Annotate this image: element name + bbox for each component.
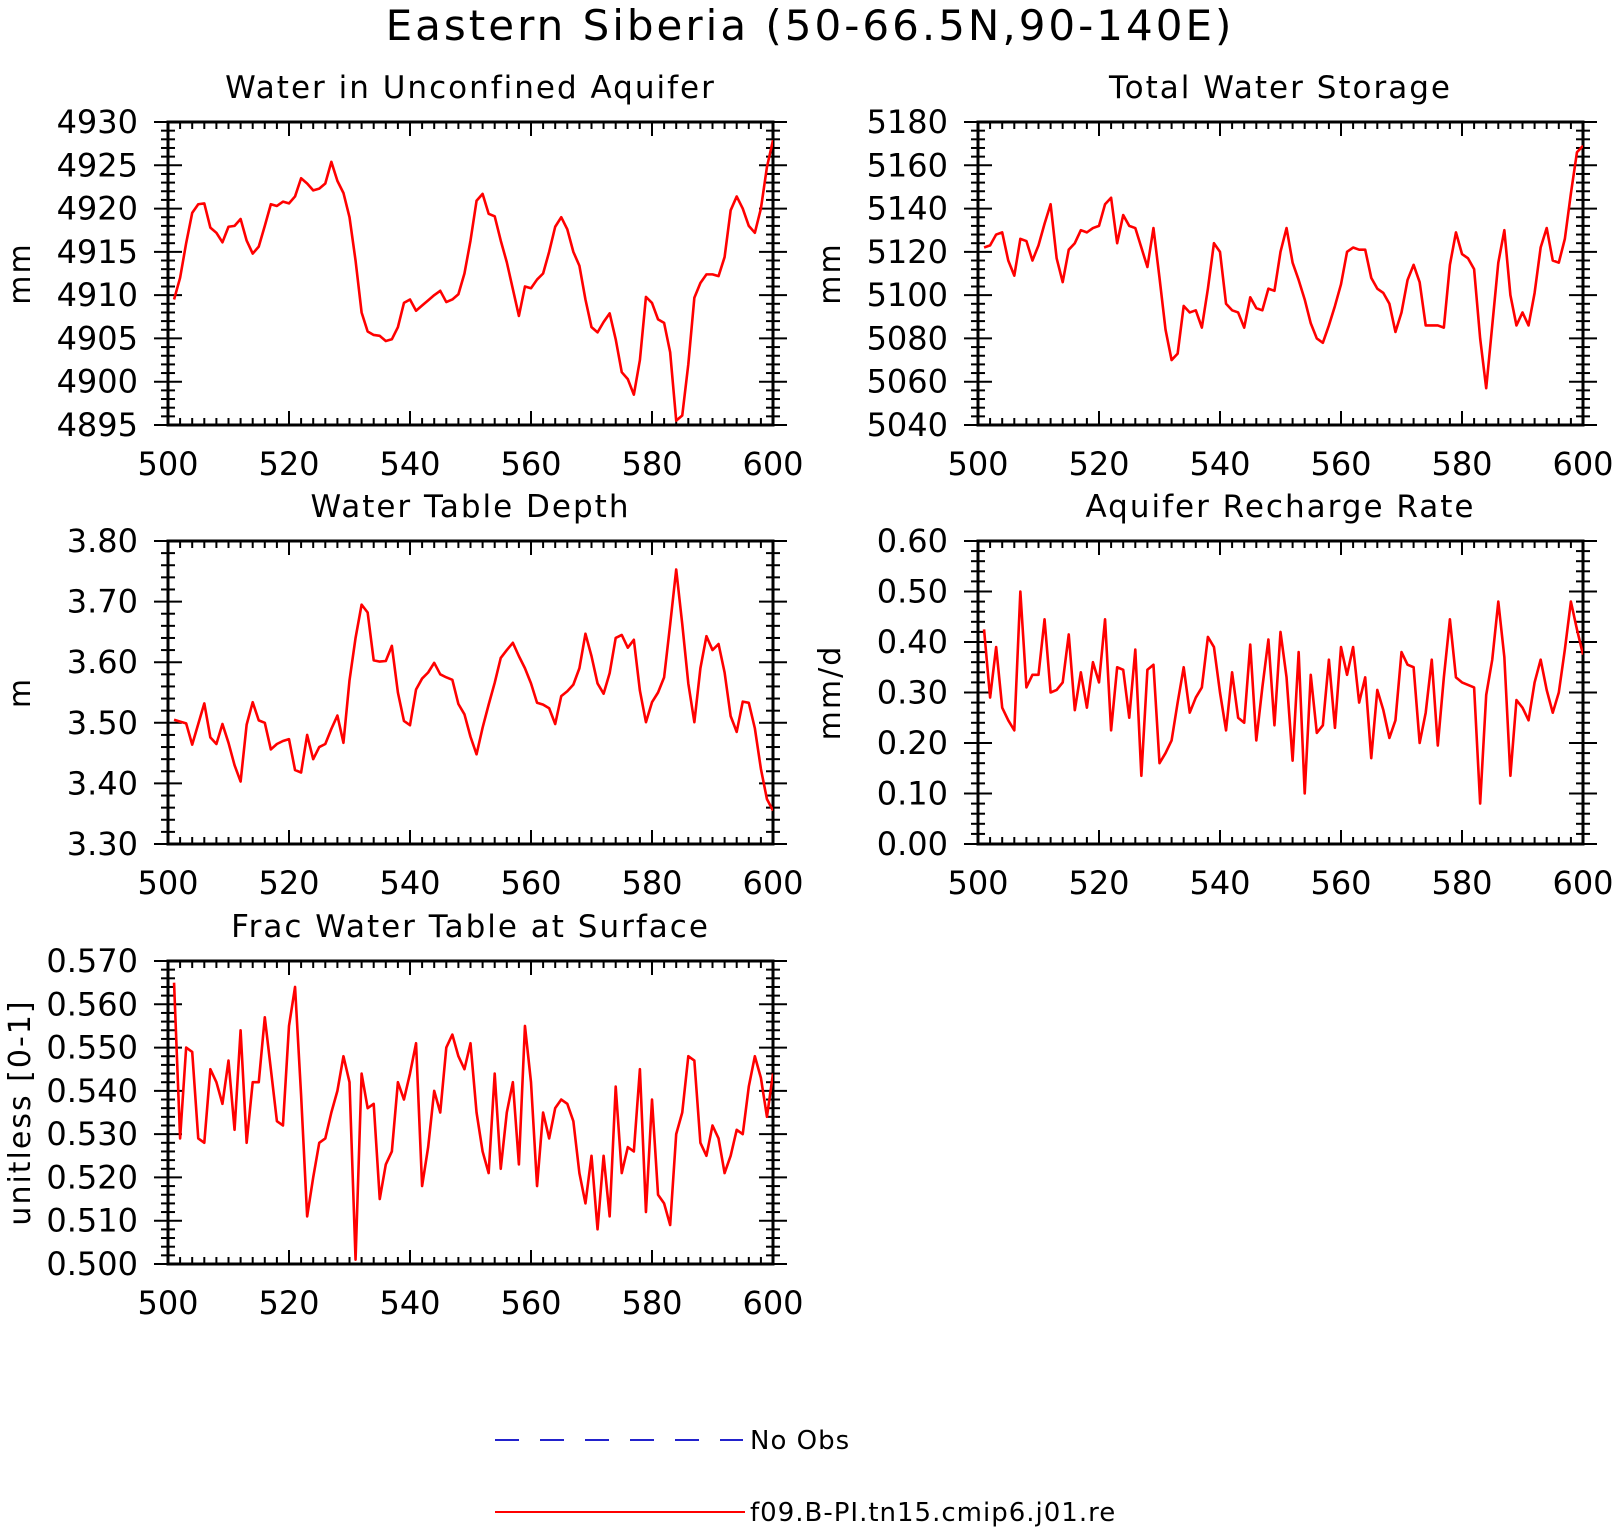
chart-panel: 500 520 540 560 580 600 4895 4900 4905 4910 4915 49… xyxy=(3,70,804,483)
y-tick-label: 5040 xyxy=(867,406,948,444)
x-tick-label: 540 xyxy=(1189,445,1250,483)
series-line xyxy=(172,982,773,1261)
y-tick-label: 4925 xyxy=(57,146,138,184)
y-axis-label: m xyxy=(3,677,38,708)
y-axis-label: mm xyxy=(3,242,38,304)
y-tick-label: 3.30 xyxy=(67,825,138,863)
y-tick-label: 5060 xyxy=(867,363,948,401)
y-tick-label: 0.40 xyxy=(877,623,948,661)
x-tick-label: 580 xyxy=(1431,445,1492,483)
panel-title: Frac Water Table at Surface xyxy=(231,909,710,945)
y-axis-label: mm/d xyxy=(813,645,848,741)
plot-frame xyxy=(976,539,1585,846)
y-tick-label: 3.70 xyxy=(67,583,138,621)
series-line xyxy=(983,144,1583,390)
x-tick-label: 500 xyxy=(947,864,1008,902)
x-tick-label: 580 xyxy=(621,864,682,902)
plot-frame xyxy=(166,539,775,846)
y-tick-label: 3.60 xyxy=(67,643,138,681)
y-tick-label: 0.560 xyxy=(46,985,138,1023)
plot-frame xyxy=(976,120,1585,427)
panel-title: Water in Unconfined Aquifer xyxy=(225,70,716,106)
y-tick-label: 0.510 xyxy=(46,1202,138,1240)
series-line xyxy=(173,568,773,812)
y-tick-label: 4905 xyxy=(57,319,138,357)
y-tick-label: 0.00 xyxy=(877,825,948,863)
x-tick-label: 560 xyxy=(500,445,561,483)
x-tick-label: 600 xyxy=(1552,864,1613,902)
y-tick-label: 0.30 xyxy=(877,674,948,712)
x-tick-label: 560 xyxy=(1310,864,1371,902)
y-tick-label: 0.10 xyxy=(877,775,948,813)
panel-title: Water Table Depth xyxy=(311,489,631,525)
y-tick-label: 5180 xyxy=(867,103,948,141)
x-tick-label: 580 xyxy=(621,445,682,483)
x-tick-label: 520 xyxy=(1068,864,1129,902)
panels: 500 520 540 560 580 600 4895 4900 4905 4910 4915 49… xyxy=(3,70,1613,1322)
x-tick-label: 520 xyxy=(1068,445,1129,483)
x-tick-label: 500 xyxy=(947,445,1008,483)
y-tick-label: 0.530 xyxy=(46,1115,138,1153)
series-line xyxy=(982,590,1583,805)
panel-title: Total Water Storage xyxy=(1108,70,1452,106)
x-tick-label: 520 xyxy=(258,864,319,902)
y-tick-label: 4930 xyxy=(57,103,138,141)
legend-label-model: f09.B-PI.tn15.cmip6.j01.re xyxy=(750,1498,1116,1527)
x-tick-label: 600 xyxy=(1552,445,1613,483)
x-tick-label: 560 xyxy=(500,864,561,902)
y-tick-label: 4910 xyxy=(57,276,138,314)
x-tick-label: 600 xyxy=(742,445,803,483)
y-tick-label: 0.60 xyxy=(877,522,948,560)
y-tick-label: 0.570 xyxy=(46,942,138,980)
series-line xyxy=(172,139,773,422)
legend-label-no-obs: No Obs xyxy=(750,1426,850,1456)
y-tick-label: 4895 xyxy=(57,406,138,444)
y-tick-label: 0.550 xyxy=(46,1029,138,1067)
y-tick-label: 4920 xyxy=(57,190,138,228)
x-tick-label: 540 xyxy=(379,1284,440,1322)
y-axis-label: unitless [0-1] xyxy=(3,999,38,1225)
x-tick-label: 540 xyxy=(379,864,440,902)
chart-panel: 500 520 540 560 580 600 0.00 0.10 0.20 0.30 0.40 0.… xyxy=(813,489,1613,902)
x-tick-label: 500 xyxy=(137,1284,198,1322)
y-tick-label: 5120 xyxy=(867,233,948,271)
x-tick-label: 600 xyxy=(742,864,803,902)
plot-frame xyxy=(166,120,775,427)
y-tick-label: 3.50 xyxy=(67,704,138,742)
y-tick-label: 0.20 xyxy=(877,724,948,762)
y-tick-label: 5140 xyxy=(867,190,948,228)
x-tick-label: 500 xyxy=(137,445,198,483)
legend: No Obs f09.B-PI.tn15.cmip6.j01.re xyxy=(495,1426,1116,1527)
y-tick-label: 3.40 xyxy=(67,764,138,802)
y-tick-label: 5160 xyxy=(867,146,948,184)
y-tick-label: 0.50 xyxy=(877,573,948,611)
y-tick-label: 4915 xyxy=(57,233,138,271)
figure-title: Eastern Siberia (50-66.5N,90-140E) xyxy=(386,1,1235,50)
x-tick-label: 580 xyxy=(621,1284,682,1322)
y-tick-label: 4900 xyxy=(57,363,138,401)
chart-panel: 500 520 540 560 580 600 3.30 3.40 3.50 3.60 3.70 3.… xyxy=(3,489,804,902)
y-tick-label: 0.520 xyxy=(46,1158,138,1196)
y-tick-label: 0.500 xyxy=(46,1245,138,1283)
x-tick-label: 600 xyxy=(742,1284,803,1322)
y-tick-label: 0.540 xyxy=(46,1072,138,1110)
x-tick-label: 560 xyxy=(1310,445,1371,483)
y-axis-label: mm xyxy=(813,242,848,304)
x-tick-label: 580 xyxy=(1431,864,1492,902)
y-tick-label: 3.80 xyxy=(67,522,138,560)
x-tick-label: 520 xyxy=(258,445,319,483)
x-tick-label: 560 xyxy=(500,1284,561,1322)
y-tick-label: 5080 xyxy=(867,319,948,357)
x-tick-label: 500 xyxy=(137,864,198,902)
x-tick-label: 520 xyxy=(258,1284,319,1322)
x-tick-label: 540 xyxy=(379,445,440,483)
x-tick-label: 540 xyxy=(1189,864,1250,902)
chart-panel: 500 520 540 560 580 600 5040 5060 5080 5100 5120 51… xyxy=(813,70,1613,483)
y-tick-label: 5100 xyxy=(867,276,948,314)
chart-panel: 500 520 540 560 580 600 0.500 0.510 0.520 0.530 0.… xyxy=(3,909,804,1322)
panel-title: Aquifer Recharge Rate xyxy=(1086,489,1476,525)
